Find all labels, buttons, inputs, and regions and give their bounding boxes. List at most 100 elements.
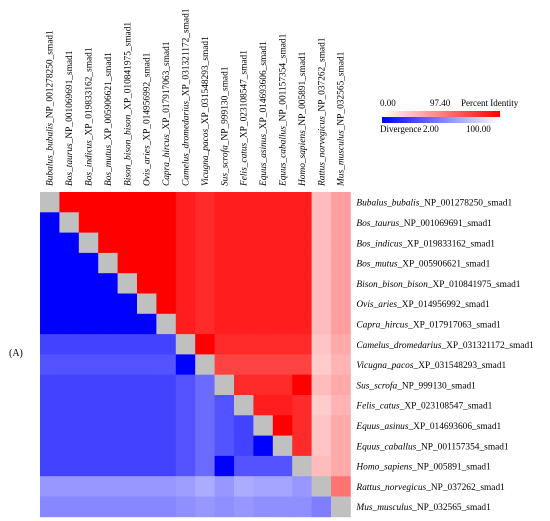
divergence-cell [40, 334, 60, 355]
identity-cell [156, 252, 177, 274]
identity-cell [272, 252, 293, 274]
identity-cell [331, 273, 351, 294]
divergence-cell [214, 455, 235, 477]
diagonal-cell [78, 232, 99, 254]
divergence-cell [117, 455, 138, 477]
identity-cell [195, 334, 215, 355]
identity-cell [253, 273, 274, 294]
identity-cell [214, 354, 235, 376]
divergence-cell [253, 476, 274, 497]
heatmap-cells [40, 192, 351, 518]
row-label: Rattus_norvegicus_NP_037262_smad1 [355, 483, 505, 493]
divergence-cell [175, 415, 196, 436]
identity-cell [253, 212, 274, 233]
divergence-cell [234, 455, 254, 477]
identity-cell [78, 192, 99, 213]
divergence-cell [272, 455, 293, 477]
identity-cell [98, 192, 118, 213]
divergence-cell [214, 496, 235, 518]
identity-cell [214, 293, 235, 315]
divergence-cell [175, 496, 196, 518]
divergence-cell [98, 313, 118, 335]
color-legend: 0.00 97.40 Percent Identity Divergence 2… [380, 98, 519, 134]
identity-cell [137, 232, 157, 254]
column-label: Mus_musculus_NP_032565_smad1 [337, 51, 347, 187]
divergence-cell [59, 496, 80, 518]
identity-cell [331, 212, 351, 233]
row-label: Bubalus_bubalis_NP_001278250_smad1 [356, 199, 512, 209]
diagonal-cell [40, 192, 60, 213]
divergence-cell [195, 435, 215, 457]
divergence-cell [156, 334, 177, 355]
divergence-cell [137, 455, 157, 477]
divergence-cell [117, 435, 138, 457]
identity-cell [272, 192, 293, 213]
identity-cell [272, 334, 293, 355]
identity-cell [234, 313, 254, 335]
identity-cell [311, 374, 332, 396]
divergence-cell [195, 476, 215, 497]
column-label: Capra_hircus_XP_017917063_smad1 [162, 41, 172, 186]
divergence-cell [78, 252, 99, 274]
identity-cell [175, 293, 196, 315]
identity-cell [117, 252, 138, 274]
divergence-cell [156, 476, 177, 497]
identity-cell [195, 273, 215, 294]
divergence-cell [40, 374, 60, 396]
identity-cell [331, 435, 351, 457]
legend-divergence-value: 2.00 [423, 124, 439, 134]
divergence-cell [137, 354, 157, 376]
divergence-cell [98, 293, 118, 315]
divergence-cell [156, 455, 177, 477]
column-label: Bos_taurus_NP_001069691_smad1 [65, 50, 75, 186]
divergence-cell [117, 415, 138, 436]
divergence-cell [156, 395, 177, 416]
identity-cell [311, 455, 332, 477]
row-label: Mus_musculus_NP_032565_smad1 [355, 503, 491, 513]
column-label: Bubalus_bubalis_NP_001278250_smad1 [46, 30, 56, 186]
divergence-cell [40, 476, 60, 497]
identity-cell [311, 212, 332, 233]
diagonal-cell [156, 313, 177, 335]
identity-cell [272, 374, 293, 396]
column-label: Felis_catus_XP_023108547_smad1 [240, 50, 250, 187]
divergence-cell [59, 455, 80, 477]
divergence-cell [78, 273, 99, 294]
divergence-cell [311, 496, 332, 518]
identity-cell [117, 192, 138, 213]
identity-cell [234, 232, 254, 254]
identity-cell [234, 252, 254, 274]
divergence-cell [59, 293, 80, 315]
identity-cell [234, 212, 254, 233]
divergence-cell [195, 455, 215, 477]
column-labels: Bubalus_bubalis_NP_001278250_smad1 Bos_ta… [46, 8, 347, 187]
divergence-cell [40, 415, 60, 436]
divergence-cell [98, 354, 118, 376]
identity-cell [292, 273, 312, 294]
divergence-cell [59, 354, 80, 376]
row-label: Camelus_dromedarius_XP_031321172_smad1 [356, 341, 534, 351]
identity-cell [234, 192, 254, 213]
identity-cell [292, 232, 312, 254]
identity-cell [292, 435, 312, 457]
divergence-cell [78, 354, 99, 376]
identity-cell [195, 252, 215, 274]
identity-cell [214, 334, 235, 355]
divergence-cell [156, 415, 177, 436]
divergence-cell [272, 496, 293, 518]
identity-cell [272, 232, 293, 254]
row-label: Vicugna_pacos_XP_031548293_smad1 [356, 361, 506, 371]
identity-cell [331, 395, 351, 416]
identity-cell [156, 273, 177, 294]
identity-cell [292, 415, 312, 436]
divergence-cell [195, 415, 215, 436]
identity-cell [311, 354, 332, 376]
divergence-cell [175, 476, 196, 497]
divergence-cell [117, 395, 138, 416]
identity-cell [311, 192, 332, 213]
identity-cell [253, 192, 274, 213]
divergence-cell [156, 354, 177, 376]
divergence-cell [59, 415, 80, 436]
identity-cell [59, 192, 80, 213]
identity-cell [272, 293, 293, 315]
